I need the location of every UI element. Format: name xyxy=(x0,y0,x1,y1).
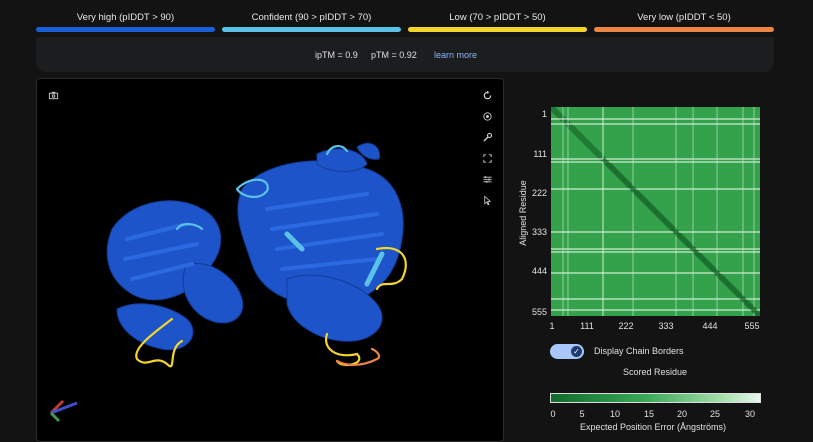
fullscreen-icon[interactable] xyxy=(479,150,495,166)
protein-structure[interactable] xyxy=(37,79,503,441)
camera-icon[interactable] xyxy=(45,87,61,103)
check-icon: ✓ xyxy=(571,346,582,357)
pae-heatmap[interactable] xyxy=(551,107,760,316)
x-tick: 333 xyxy=(658,321,674,331)
iptm-value: ipTM = 0.9 xyxy=(315,50,358,60)
y-tick: 1 xyxy=(541,109,547,119)
legend-bar xyxy=(36,27,215,32)
ptm-value: pTM = 0.92 xyxy=(371,50,417,60)
learn-more-link[interactable]: learn more xyxy=(434,50,478,60)
colorbar-tick: 10 xyxy=(609,409,620,419)
colorbar-title: Expected Position Error (Ångströms) xyxy=(580,422,727,432)
axis-gizmo-icon xyxy=(49,399,78,423)
x-tick: 222 xyxy=(618,321,634,331)
colorbar-tick: 15 xyxy=(643,409,654,419)
reset-rotation-icon[interactable] xyxy=(479,87,495,103)
legend-bar xyxy=(594,27,774,32)
legend-label: Confident (90 > pIDDT > 70) xyxy=(251,12,372,23)
center-icon[interactable] xyxy=(479,108,495,124)
y-tick: 111 xyxy=(533,149,547,159)
legend-label: Very high (pIDDT > 90) xyxy=(76,12,175,23)
structure-viewer[interactable] xyxy=(36,78,504,442)
chain-borders-toggle[interactable]: ✓ xyxy=(550,344,584,359)
colorbar-tick: 20 xyxy=(676,409,687,419)
x-tick: 555 xyxy=(744,321,760,331)
x-tick: 444 xyxy=(702,321,718,331)
y-tick: 333 xyxy=(531,227,547,237)
legend-label: Low (70 > pIDDT > 50) xyxy=(449,12,546,23)
legend-very-high: Very high (pIDDT > 90) xyxy=(36,12,215,32)
toggle-label: Display Chain Borders xyxy=(594,346,684,356)
pae-panel: Aligned Residue 1 111 222 333 444 555 1 … xyxy=(505,78,813,438)
legend-bar xyxy=(222,27,401,32)
plddt-legend: Very high (pIDDT > 90) Confident (90 > p… xyxy=(0,0,813,36)
colorbar-tick: 25 xyxy=(709,409,720,419)
legend-low: Low (70 > pIDDT > 50) xyxy=(408,12,587,32)
y-axis-title: Aligned Residue xyxy=(518,180,528,246)
colorbar-tick: 0 xyxy=(550,409,556,419)
x-tick: 111 xyxy=(580,321,594,331)
legend-bar xyxy=(408,27,587,32)
measure-icon[interactable] xyxy=(479,129,495,145)
colorbar-tick: 30 xyxy=(744,409,755,419)
pae-colorbar xyxy=(550,393,761,403)
metrics-bar: ipTM = 0.9 pTM = 0.92 learn more xyxy=(36,37,774,72)
select-cursor-icon[interactable] xyxy=(479,192,495,208)
x-axis-title: Scored Residue xyxy=(623,367,688,377)
settings-icon[interactable] xyxy=(479,171,495,187)
legend-confident: Confident (90 > pIDDT > 70) xyxy=(222,12,401,32)
x-tick: 1 xyxy=(549,321,555,331)
legend-label: Very low (pIDDT < 50) xyxy=(637,12,731,23)
y-tick: 222 xyxy=(531,188,547,198)
y-tick: 444 xyxy=(531,266,547,276)
y-tick: 555 xyxy=(531,307,547,317)
colorbar-tick: 5 xyxy=(579,409,585,419)
legend-very-low: Very low (pIDDT < 50) xyxy=(594,12,774,32)
